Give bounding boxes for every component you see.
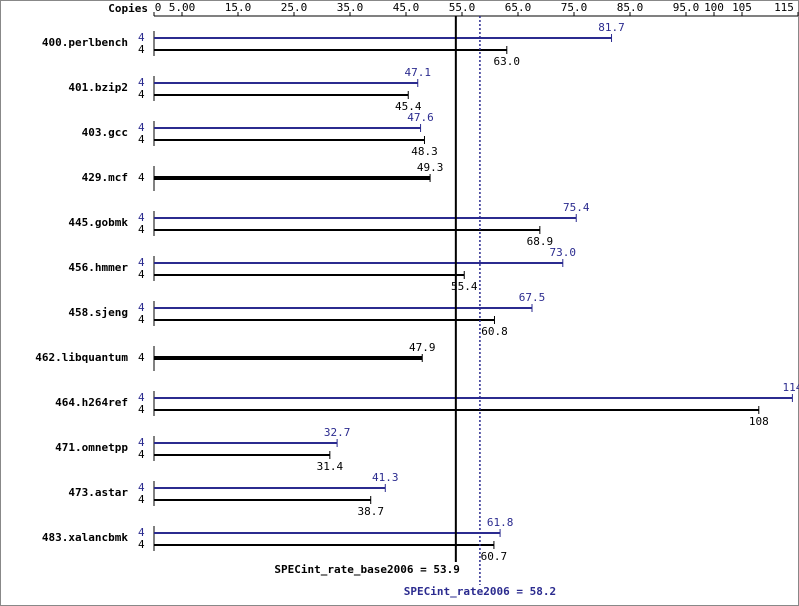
value-label: 47.9 xyxy=(409,341,436,354)
category-label: 458.sjeng xyxy=(68,306,128,319)
copies-label: 4 xyxy=(138,31,145,44)
value-label: 47.6 xyxy=(407,111,434,124)
x-tick-label: 115 xyxy=(774,1,794,14)
value-label: 108 xyxy=(749,415,769,428)
copies-label: 4 xyxy=(138,448,145,461)
copies-label: 4 xyxy=(138,133,145,146)
value-label: 81.7 xyxy=(598,21,625,34)
x-tick-label: 65.0 xyxy=(505,1,532,14)
category-label: 445.gobmk xyxy=(68,216,128,229)
copies-label: 4 xyxy=(138,76,145,89)
category-label: 471.omnetpp xyxy=(55,441,128,454)
copies-label: 4 xyxy=(138,171,145,184)
value-label: 68.9 xyxy=(527,235,554,248)
copies-label: 4 xyxy=(138,268,145,281)
copies-header: Copies xyxy=(108,2,148,15)
value-label: 60.7 xyxy=(481,550,508,563)
value-label: 73.0 xyxy=(550,246,577,259)
summary-label: SPECint_rate_base2006 = 53.9 xyxy=(274,563,459,576)
x-tick-label: 45.0 xyxy=(393,1,420,14)
copies-label: 4 xyxy=(138,493,145,506)
copies-label: 4 xyxy=(138,43,145,56)
copies-label: 4 xyxy=(138,313,145,326)
x-tick-label: 35.0 xyxy=(337,1,364,14)
value-label: 48.3 xyxy=(411,145,438,158)
x-tick-label: 95.0 xyxy=(673,1,700,14)
category-label: 400.perlbench xyxy=(42,36,128,49)
copies-label: 4 xyxy=(138,481,145,494)
category-label: 462.libquantum xyxy=(35,351,128,364)
value-label: 49.3 xyxy=(417,161,444,174)
copies-label: 4 xyxy=(138,301,145,314)
value-label: 75.4 xyxy=(563,201,590,214)
value-label: 38.7 xyxy=(357,505,384,518)
x-tick-label: 25.0 xyxy=(281,1,308,14)
x-tick-label: 75.0 xyxy=(561,1,588,14)
x-tick-label: 15.0 xyxy=(225,1,252,14)
value-label: 45.4 xyxy=(395,100,422,113)
copies-label: 4 xyxy=(138,121,145,134)
value-label: 32.7 xyxy=(324,426,351,439)
category-label: 401.bzip2 xyxy=(68,81,128,94)
category-label: 403.gcc xyxy=(82,126,128,139)
copies-label: 4 xyxy=(138,436,145,449)
value-label: 31.4 xyxy=(317,460,344,473)
copies-label: 4 xyxy=(138,88,145,101)
copies-label: 4 xyxy=(138,256,145,269)
x-tick-label: 105 xyxy=(732,1,752,14)
copies-label: 4 xyxy=(138,211,145,224)
category-label: 429.mcf xyxy=(82,171,128,184)
x-tick-label: 100 xyxy=(704,1,724,14)
value-label: 60.8 xyxy=(481,325,508,338)
value-label: 61.8 xyxy=(487,516,514,529)
summary-label: SPECint_rate2006 = 58.2 xyxy=(404,585,556,598)
copies-label: 4 xyxy=(138,403,145,416)
category-label: 464.h264ref xyxy=(55,396,128,409)
copies-label: 4 xyxy=(138,391,145,404)
value-label: 55.4 xyxy=(451,280,478,293)
category-label: 473.astar xyxy=(68,486,128,499)
category-label: 456.hmmer xyxy=(68,261,128,274)
x-tick-label: 5.00 xyxy=(169,1,196,14)
value-label: 41.3 xyxy=(372,471,399,484)
copies-label: 4 xyxy=(138,223,145,236)
value-label: 67.5 xyxy=(519,291,546,304)
value-label: 114 xyxy=(782,381,799,394)
x-tick-label: 55.0 xyxy=(449,1,476,14)
category-label: 483.xalancbmk xyxy=(42,531,128,544)
copies-label: 4 xyxy=(138,526,145,539)
value-label: 63.0 xyxy=(494,55,521,68)
copies-label: 4 xyxy=(138,538,145,551)
x-tick-label: 85.0 xyxy=(617,1,644,14)
copies-label: 4 xyxy=(138,351,145,364)
value-label: 47.1 xyxy=(405,66,432,79)
x-tick-label: 0 xyxy=(155,1,162,14)
